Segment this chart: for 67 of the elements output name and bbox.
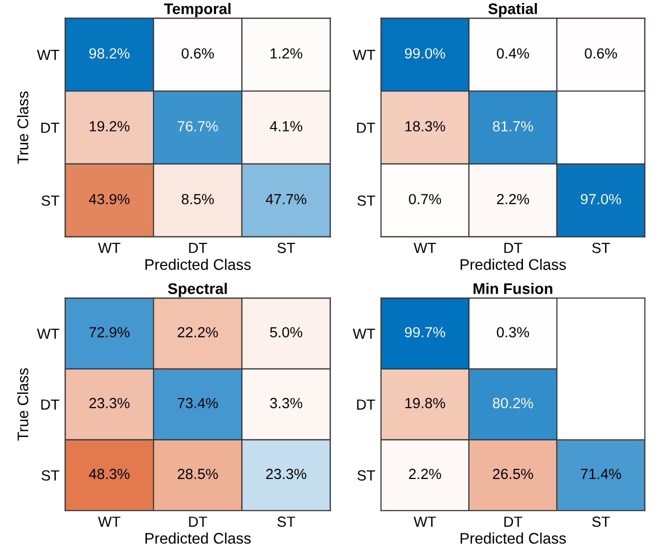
x-tick-label: ST: [277, 242, 296, 254]
data-label: 99.0%: [404, 48, 446, 59]
x-axis-title: Predicted Class: [460, 258, 566, 270]
data-label: 99.7%: [404, 327, 446, 338]
data-label: 26.5%: [492, 468, 534, 480]
y-tick-label: WT: [36, 328, 60, 339]
data-label: 3.3%: [270, 398, 302, 408]
x-tick-label: WT: [98, 516, 120, 527]
chart-title: Min Fusion: [474, 282, 552, 294]
chart-title: Temporal: [164, 2, 230, 18]
y-tick-label: ST: [357, 470, 376, 481]
x-axis-title: Predicted Class: [145, 532, 251, 544]
data-label: 18.3%: [405, 121, 446, 132]
x-tick-label: DT: [189, 242, 208, 253]
data-label: 0.4%: [496, 48, 530, 59]
data-label: 98.2%: [89, 48, 130, 59]
x-tick-label: DT: [504, 242, 522, 253]
data-label: 22.2%: [178, 327, 218, 338]
x-tick-label: DT: [189, 516, 208, 527]
chart-title: Spatial: [488, 2, 537, 18]
data-label: 2.2%: [409, 468, 442, 480]
y-axis-title: True Class: [17, 368, 28, 441]
x-tick-label: ST: [592, 242, 610, 254]
x-tick-label: DT: [504, 516, 522, 527]
y-tick-label: WT: [352, 50, 376, 60]
data-label: 48.3%: [89, 468, 130, 480]
data-label: 0.6%: [182, 48, 214, 59]
data-label: 4.1%: [270, 121, 302, 132]
data-label: 71.4%: [580, 468, 622, 480]
data-label: 23.3%: [266, 468, 306, 480]
y-tick-label: ST: [357, 195, 376, 206]
data-label: 72.9%: [89, 327, 130, 338]
data-label: 19.2%: [90, 121, 130, 132]
y-tick-label: DT: [41, 122, 60, 133]
data-label: 1.2%: [270, 48, 302, 59]
x-tick-label: WT: [98, 242, 120, 253]
data-label: 19.8%: [405, 398, 446, 408]
data-label: 47.7%: [266, 194, 306, 204]
data-label: 80.2%: [492, 398, 534, 408]
y-tick-label: DT: [357, 400, 376, 410]
x-tick-label: ST: [592, 516, 610, 527]
x-tick-label: WT: [414, 242, 436, 253]
y-axis-title: True Class: [17, 91, 28, 164]
data-label: 73.4%: [178, 398, 218, 408]
x-axis-title: Predicted Class: [460, 532, 566, 544]
y-tick-label: WT: [352, 328, 376, 339]
data-label: 5.0%: [270, 327, 302, 338]
data-label: 97.0%: [580, 194, 622, 204]
data-label: 28.5%: [178, 468, 218, 480]
x-axis-title: Predicted Class: [145, 258, 251, 270]
y-tick-label: ST: [42, 195, 60, 206]
chart-title: Spectral: [168, 282, 227, 298]
y-tick-label: ST: [42, 470, 60, 481]
y-tick-label: WT: [36, 50, 60, 60]
data-label: 0.6%: [584, 48, 617, 59]
x-tick-label: ST: [277, 516, 296, 527]
x-tick-label: WT: [414, 516, 436, 527]
y-tick-label: DT: [357, 122, 376, 133]
data-label: 8.5%: [182, 194, 214, 204]
data-label: 0.7%: [408, 194, 442, 204]
data-label: 23.3%: [89, 398, 130, 408]
data-label: 0.3%: [496, 327, 530, 338]
y-tick-label: DT: [41, 400, 60, 410]
data-label: 81.7%: [492, 121, 534, 132]
data-label: 2.2%: [497, 194, 530, 204]
data-label: 43.9%: [89, 194, 130, 204]
data-label: 76.7%: [178, 121, 218, 132]
